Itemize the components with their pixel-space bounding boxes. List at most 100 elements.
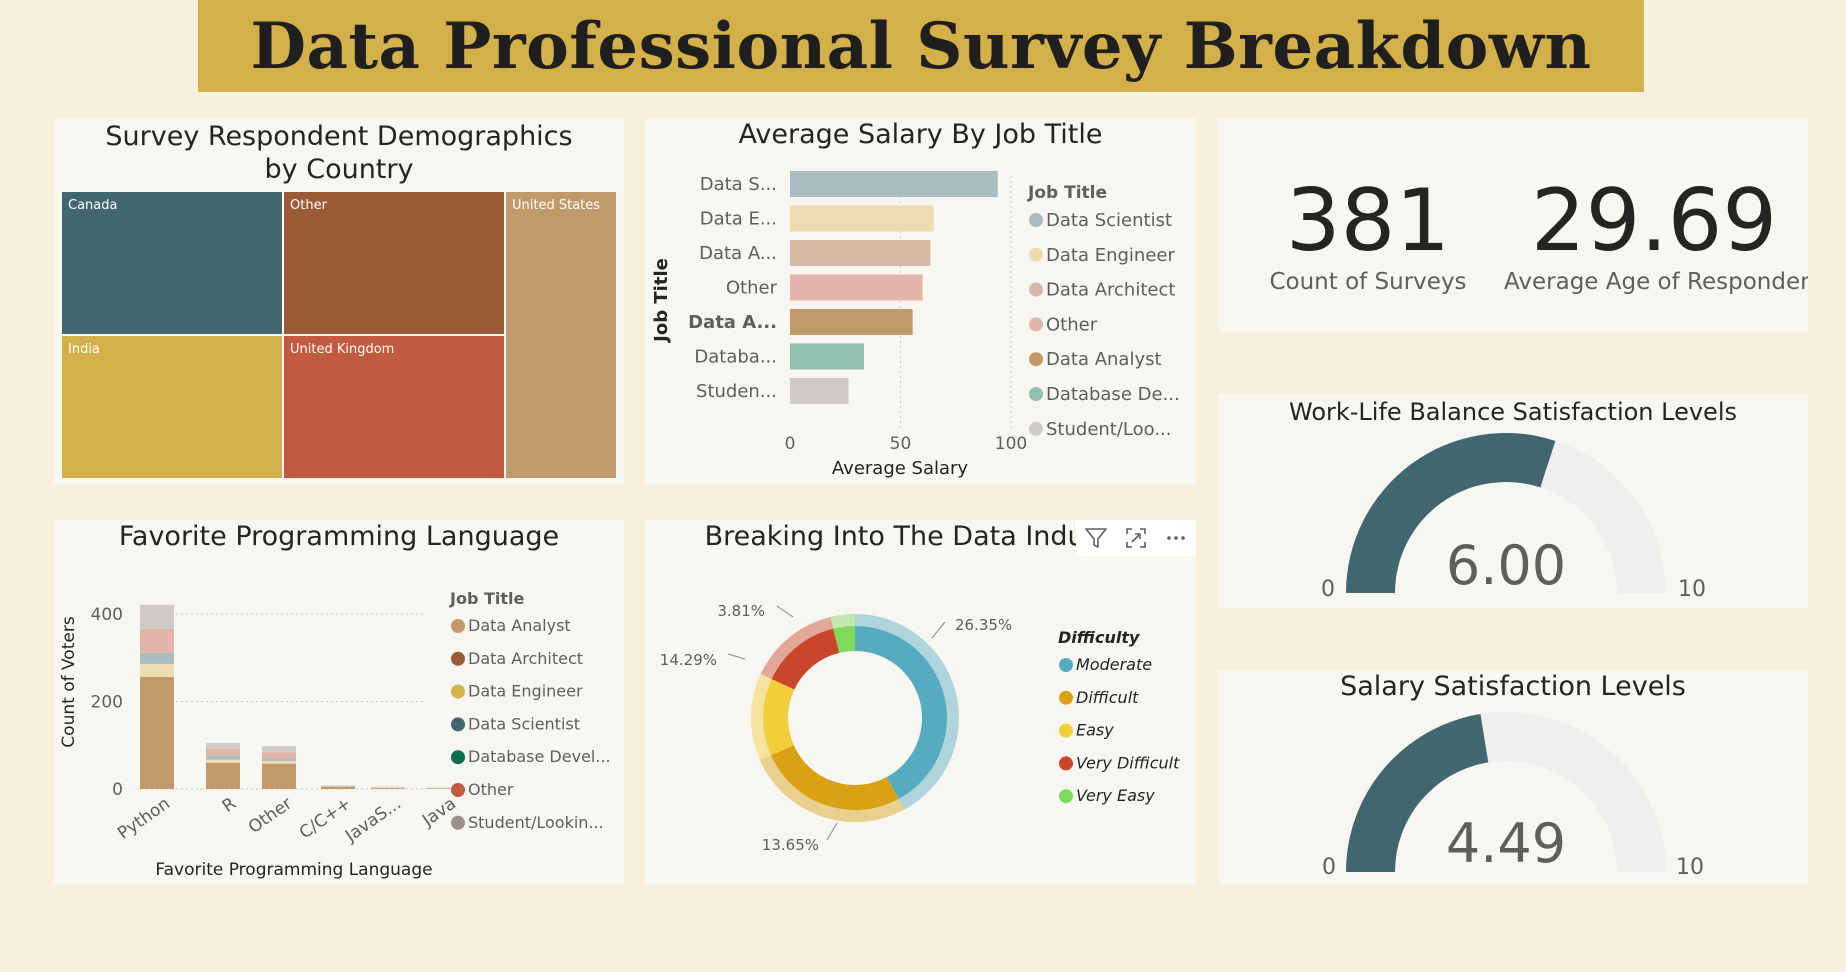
treemap-panel[interactable]: Survey Respondent Demographics by Countr… bbox=[54, 118, 624, 484]
gauge-value-label: 4.49 bbox=[1446, 812, 1566, 875]
salary-gauge-svg: 4.49 0 10 bbox=[1322, 712, 1704, 880]
salary-y-axis-title: Job Title bbox=[651, 258, 672, 344]
page-title: Data Professional Survey Breakdown bbox=[250, 8, 1592, 84]
lang-bar-segment bbox=[371, 788, 405, 789]
donut-chart-panel[interactable]: Breaking Into The Data Industry 26.35% 13… bbox=[645, 520, 1196, 884]
lang-legend-marker bbox=[451, 815, 465, 830]
lang-category-label: JavaS... bbox=[341, 794, 405, 847]
lang-bar-segment bbox=[262, 752, 296, 759]
salary-legend-label: Student/Loo... bbox=[1046, 419, 1172, 440]
lang-legend-marker bbox=[451, 684, 465, 699]
title-banner: Data Professional Survey Breakdown bbox=[198, 0, 1644, 92]
salary-chart-title: Average Salary By Job Title bbox=[738, 119, 1103, 150]
salary-tick-label: 50 bbox=[890, 434, 912, 454]
focus-mode-button[interactable] bbox=[1116, 520, 1156, 556]
donut-legend-label: Difficult bbox=[1076, 688, 1139, 707]
salary-legend-marker bbox=[1029, 282, 1043, 297]
donut-leader-line bbox=[931, 621, 946, 639]
donut-legend-marker bbox=[1059, 723, 1073, 738]
donut-legend-title: Difficulty bbox=[1058, 628, 1140, 647]
expand-icon bbox=[1126, 528, 1146, 548]
lang-y-tick-label: 200 bbox=[91, 693, 123, 713]
filter-icon bbox=[1085, 528, 1107, 548]
donut-outer-ring-segment bbox=[830, 614, 855, 629]
wlb-gauge-panel[interactable]: Work-Life Balance Satisfaction Levels 6.… bbox=[1218, 394, 1808, 608]
donut-chart-title: Breaking Into The Data Industry bbox=[645, 520, 1196, 556]
lang-legend-marker bbox=[451, 750, 465, 765]
filter-button[interactable] bbox=[1076, 520, 1116, 556]
donut-slice bbox=[771, 628, 840, 690]
treemap-tile-label: India bbox=[68, 342, 100, 357]
lang-legend-marker bbox=[451, 783, 465, 797]
donut-leader-line bbox=[727, 653, 746, 660]
salary-legend-label: Data Engineer bbox=[1046, 245, 1175, 266]
count-of-surveys-value: 381 bbox=[1285, 171, 1451, 271]
lang-bar-segment bbox=[140, 663, 174, 677]
language-chart-panel[interactable]: Favorite Programming Language 0 200 400 Pyt… bbox=[54, 520, 624, 884]
lang-category-label: R bbox=[219, 794, 240, 817]
salary-legend-label: Data Analyst bbox=[1046, 349, 1162, 370]
donut-slice bbox=[770, 745, 899, 810]
wlb-gauge-title: Work-Life Balance Satisfaction Levels bbox=[1289, 398, 1737, 426]
salary-bar bbox=[790, 378, 849, 404]
salary-bar bbox=[790, 240, 931, 266]
gauge-fill bbox=[1346, 433, 1556, 593]
donut-data-label: 26.35% bbox=[955, 616, 1012, 634]
treemap-tile bbox=[284, 192, 504, 334]
salary-bar bbox=[790, 343, 865, 370]
lang-legend-label: Data Architect bbox=[468, 649, 583, 668]
donut-legend-marker bbox=[1059, 690, 1073, 705]
lang-legend-marker bbox=[451, 619, 465, 633]
lang-bar-segment bbox=[206, 743, 240, 749]
gauge-fill bbox=[1346, 714, 1489, 872]
more-options-button[interactable] bbox=[1156, 520, 1196, 556]
salary-category-label: Data S... bbox=[700, 174, 777, 195]
donut-outer-ring-segment bbox=[760, 616, 834, 679]
lang-bar-segment bbox=[140, 604, 174, 629]
treemap-svg: Canada Other United States India United King… bbox=[62, 192, 616, 478]
treemap-tile bbox=[284, 336, 504, 478]
lang-x-axis-title: Favorite Programming Language bbox=[155, 860, 432, 880]
salary-legend-marker bbox=[1029, 421, 1043, 436]
donut-legend-label: Very Difficult bbox=[1076, 753, 1180, 772]
donut-legend-marker bbox=[1059, 756, 1073, 771]
donut-outer-ring-segment bbox=[751, 673, 772, 761]
salary-bar bbox=[790, 171, 998, 197]
gauge-max-label: 10 bbox=[1676, 855, 1704, 880]
donut-outer-ring-segment bbox=[759, 755, 905, 822]
lang-bar-segment bbox=[140, 628, 174, 653]
donut-legend-marker bbox=[1059, 658, 1073, 672]
donut-data-label: 13.65% bbox=[762, 836, 819, 854]
salary-x-axis-title: Average Salary bbox=[832, 458, 969, 479]
salary-tick-label: 100 bbox=[995, 434, 1027, 454]
lang-legend-marker bbox=[451, 651, 465, 666]
gauge-min-label: 0 bbox=[1321, 577, 1335, 602]
salary-legend-marker bbox=[1029, 352, 1043, 367]
treemap-tile-label: United Kingdom bbox=[290, 342, 394, 357]
salary-gauge-panel[interactable]: Salary Satisfaction Levels 4.49 0 10 bbox=[1218, 670, 1808, 884]
donut-slice bbox=[855, 626, 947, 799]
salary-legend-label: Data Scientist bbox=[1046, 210, 1172, 231]
lang-legend-title: Job Title bbox=[449, 589, 525, 608]
lang-bar-segment bbox=[140, 652, 174, 664]
salary-legend-marker bbox=[1029, 317, 1043, 332]
salary-gauge-title: Salary Satisfaction Levels bbox=[1340, 671, 1686, 702]
salary-category-label: Data E... bbox=[700, 209, 777, 230]
lang-bar-segment bbox=[262, 763, 296, 789]
lang-bar-segment bbox=[321, 786, 355, 789]
treemap-tile bbox=[506, 192, 616, 478]
donut-slice bbox=[763, 678, 795, 756]
gauge-min-label: 0 bbox=[1322, 855, 1336, 880]
donut-legend-label: Easy bbox=[1076, 721, 1114, 740]
salary-legend-title: Job Title bbox=[1027, 183, 1107, 203]
visual-header-toolbar bbox=[1076, 520, 1196, 556]
lang-y-axis-title: Count of Voters bbox=[59, 616, 79, 748]
salary-bar bbox=[790, 274, 923, 301]
more-options-icon bbox=[1167, 536, 1185, 540]
salary-legend-marker bbox=[1029, 247, 1043, 262]
lang-legend-label: Other bbox=[468, 780, 514, 799]
salary-chart-panel[interactable]: Average Salary By Job Title Data S... Dat… bbox=[645, 118, 1196, 484]
lang-legend-label: Data Scientist bbox=[468, 714, 580, 733]
salary-tick-label: 0 bbox=[785, 434, 796, 454]
